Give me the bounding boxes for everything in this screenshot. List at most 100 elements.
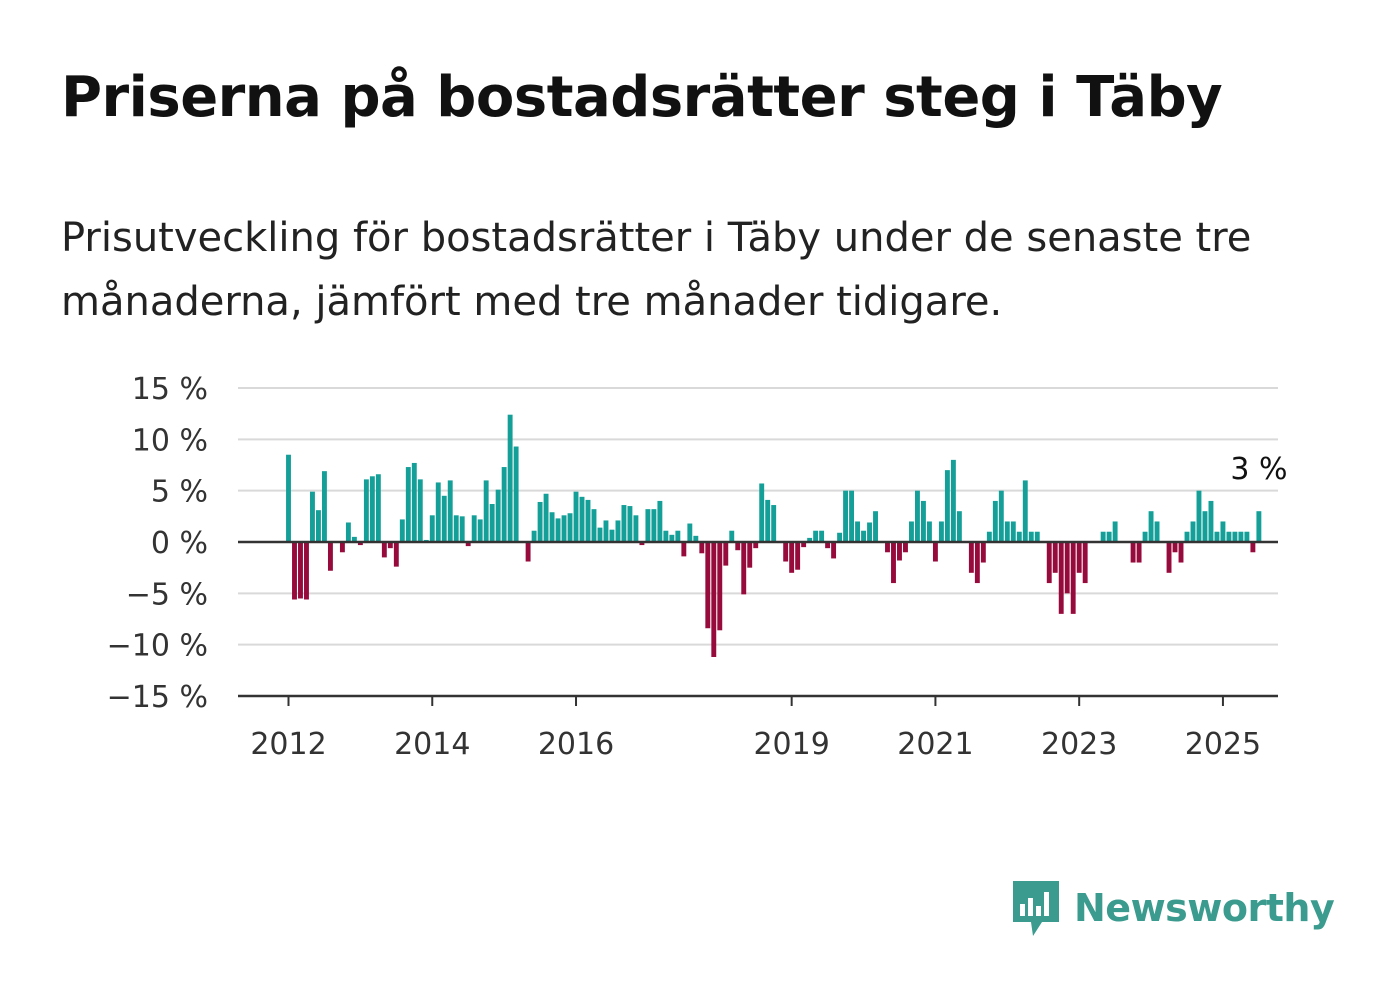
bar bbox=[705, 542, 711, 629]
bar bbox=[831, 542, 837, 559]
bar bbox=[1034, 531, 1040, 542]
bar bbox=[316, 510, 321, 542]
bar bbox=[549, 512, 555, 542]
y-tick-label: 15 % bbox=[132, 372, 208, 407]
chart-subtitle: Prisutveckling för bostadsrätter i Täby … bbox=[61, 215, 1252, 325]
bar bbox=[932, 542, 938, 562]
bar bbox=[573, 491, 579, 542]
bar bbox=[477, 519, 483, 542]
bar bbox=[819, 530, 825, 542]
bar bbox=[1232, 531, 1238, 542]
x-tick-label: 2021 bbox=[897, 727, 973, 762]
bar bbox=[345, 522, 351, 542]
bar bbox=[974, 542, 980, 584]
bar bbox=[1004, 521, 1010, 542]
bar bbox=[639, 542, 645, 546]
bar bbox=[633, 515, 639, 542]
bar bbox=[495, 489, 501, 542]
bar bbox=[597, 527, 603, 542]
bar bbox=[986, 531, 992, 542]
bar bbox=[321, 471, 327, 542]
bar bbox=[561, 515, 567, 542]
bar bbox=[801, 542, 807, 548]
newsworthy-logo: Newsworthy bbox=[1010, 878, 1335, 938]
bar bbox=[1046, 542, 1052, 584]
bar bbox=[837, 532, 843, 542]
bar bbox=[759, 483, 765, 542]
bar bbox=[915, 490, 920, 542]
bar bbox=[968, 542, 974, 573]
y-tick-label: 10 % bbox=[132, 423, 208, 458]
bar bbox=[351, 536, 357, 542]
bar bbox=[1016, 531, 1022, 542]
chart-title: Priserna på bostadsrätter steg i Täby bbox=[61, 65, 1223, 130]
bar bbox=[1172, 542, 1178, 553]
bar bbox=[1190, 521, 1196, 542]
bar bbox=[399, 519, 405, 542]
bar bbox=[1136, 542, 1142, 563]
bar bbox=[950, 459, 956, 542]
bar bbox=[741, 542, 747, 595]
x-tick-label: 2016 bbox=[538, 727, 614, 762]
bar bbox=[483, 480, 489, 542]
bar bbox=[980, 542, 986, 563]
bar bbox=[813, 530, 819, 542]
bar bbox=[825, 542, 831, 549]
bar-chart: 15 %10 %5 %0 %−5 %−10 %−15 % 2012 2014 201… bbox=[107, 372, 1288, 762]
bar bbox=[920, 500, 926, 542]
bar bbox=[926, 521, 932, 542]
bar bbox=[1184, 531, 1190, 542]
bar bbox=[956, 511, 962, 542]
bar bbox=[1010, 521, 1016, 542]
bar bbox=[663, 530, 669, 542]
bar bbox=[525, 542, 531, 562]
bar bbox=[1250, 542, 1256, 553]
bar bbox=[603, 520, 609, 542]
bar bbox=[1148, 511, 1154, 542]
bar bbox=[357, 542, 363, 546]
bar bbox=[1238, 531, 1244, 542]
bar bbox=[489, 504, 495, 542]
bar bbox=[292, 542, 297, 600]
x-tick-label: 2019 bbox=[753, 727, 829, 762]
bar bbox=[1256, 511, 1262, 542]
bar bbox=[555, 518, 561, 542]
bar bbox=[1130, 542, 1136, 563]
bar bbox=[411, 462, 417, 542]
x-tick-label: 2023 bbox=[1041, 727, 1117, 762]
bar bbox=[447, 480, 453, 542]
bar bbox=[453, 515, 459, 542]
bar bbox=[543, 493, 549, 542]
bar bbox=[693, 535, 699, 542]
bar bbox=[681, 542, 687, 557]
bar bbox=[873, 511, 878, 542]
bar bbox=[651, 509, 657, 542]
bar bbox=[861, 530, 866, 542]
bar bbox=[1244, 531, 1250, 542]
bar bbox=[1178, 542, 1184, 563]
bar bbox=[1166, 542, 1172, 573]
bar bbox=[1196, 490, 1202, 542]
bar bbox=[855, 521, 860, 542]
y-tick-label: −5 % bbox=[126, 577, 208, 612]
last-value-label: 3 % bbox=[1230, 452, 1287, 487]
bar bbox=[753, 542, 759, 549]
bar bbox=[298, 542, 303, 599]
bar bbox=[1070, 542, 1076, 614]
bar bbox=[435, 482, 441, 542]
bar bbox=[897, 542, 902, 561]
x-tick-label: 2012 bbox=[250, 727, 326, 762]
bar bbox=[369, 476, 375, 542]
bar bbox=[471, 515, 477, 542]
bar bbox=[1142, 531, 1148, 542]
bar bbox=[507, 414, 513, 542]
bar bbox=[417, 479, 423, 542]
x-tick-label: 2025 bbox=[1185, 727, 1261, 762]
bar bbox=[609, 529, 615, 542]
grid-lines bbox=[238, 387, 1278, 646]
axes bbox=[238, 540, 1278, 698]
bar bbox=[327, 542, 333, 571]
bar bbox=[501, 467, 507, 542]
bar bbox=[771, 505, 777, 542]
bar bbox=[363, 479, 369, 542]
